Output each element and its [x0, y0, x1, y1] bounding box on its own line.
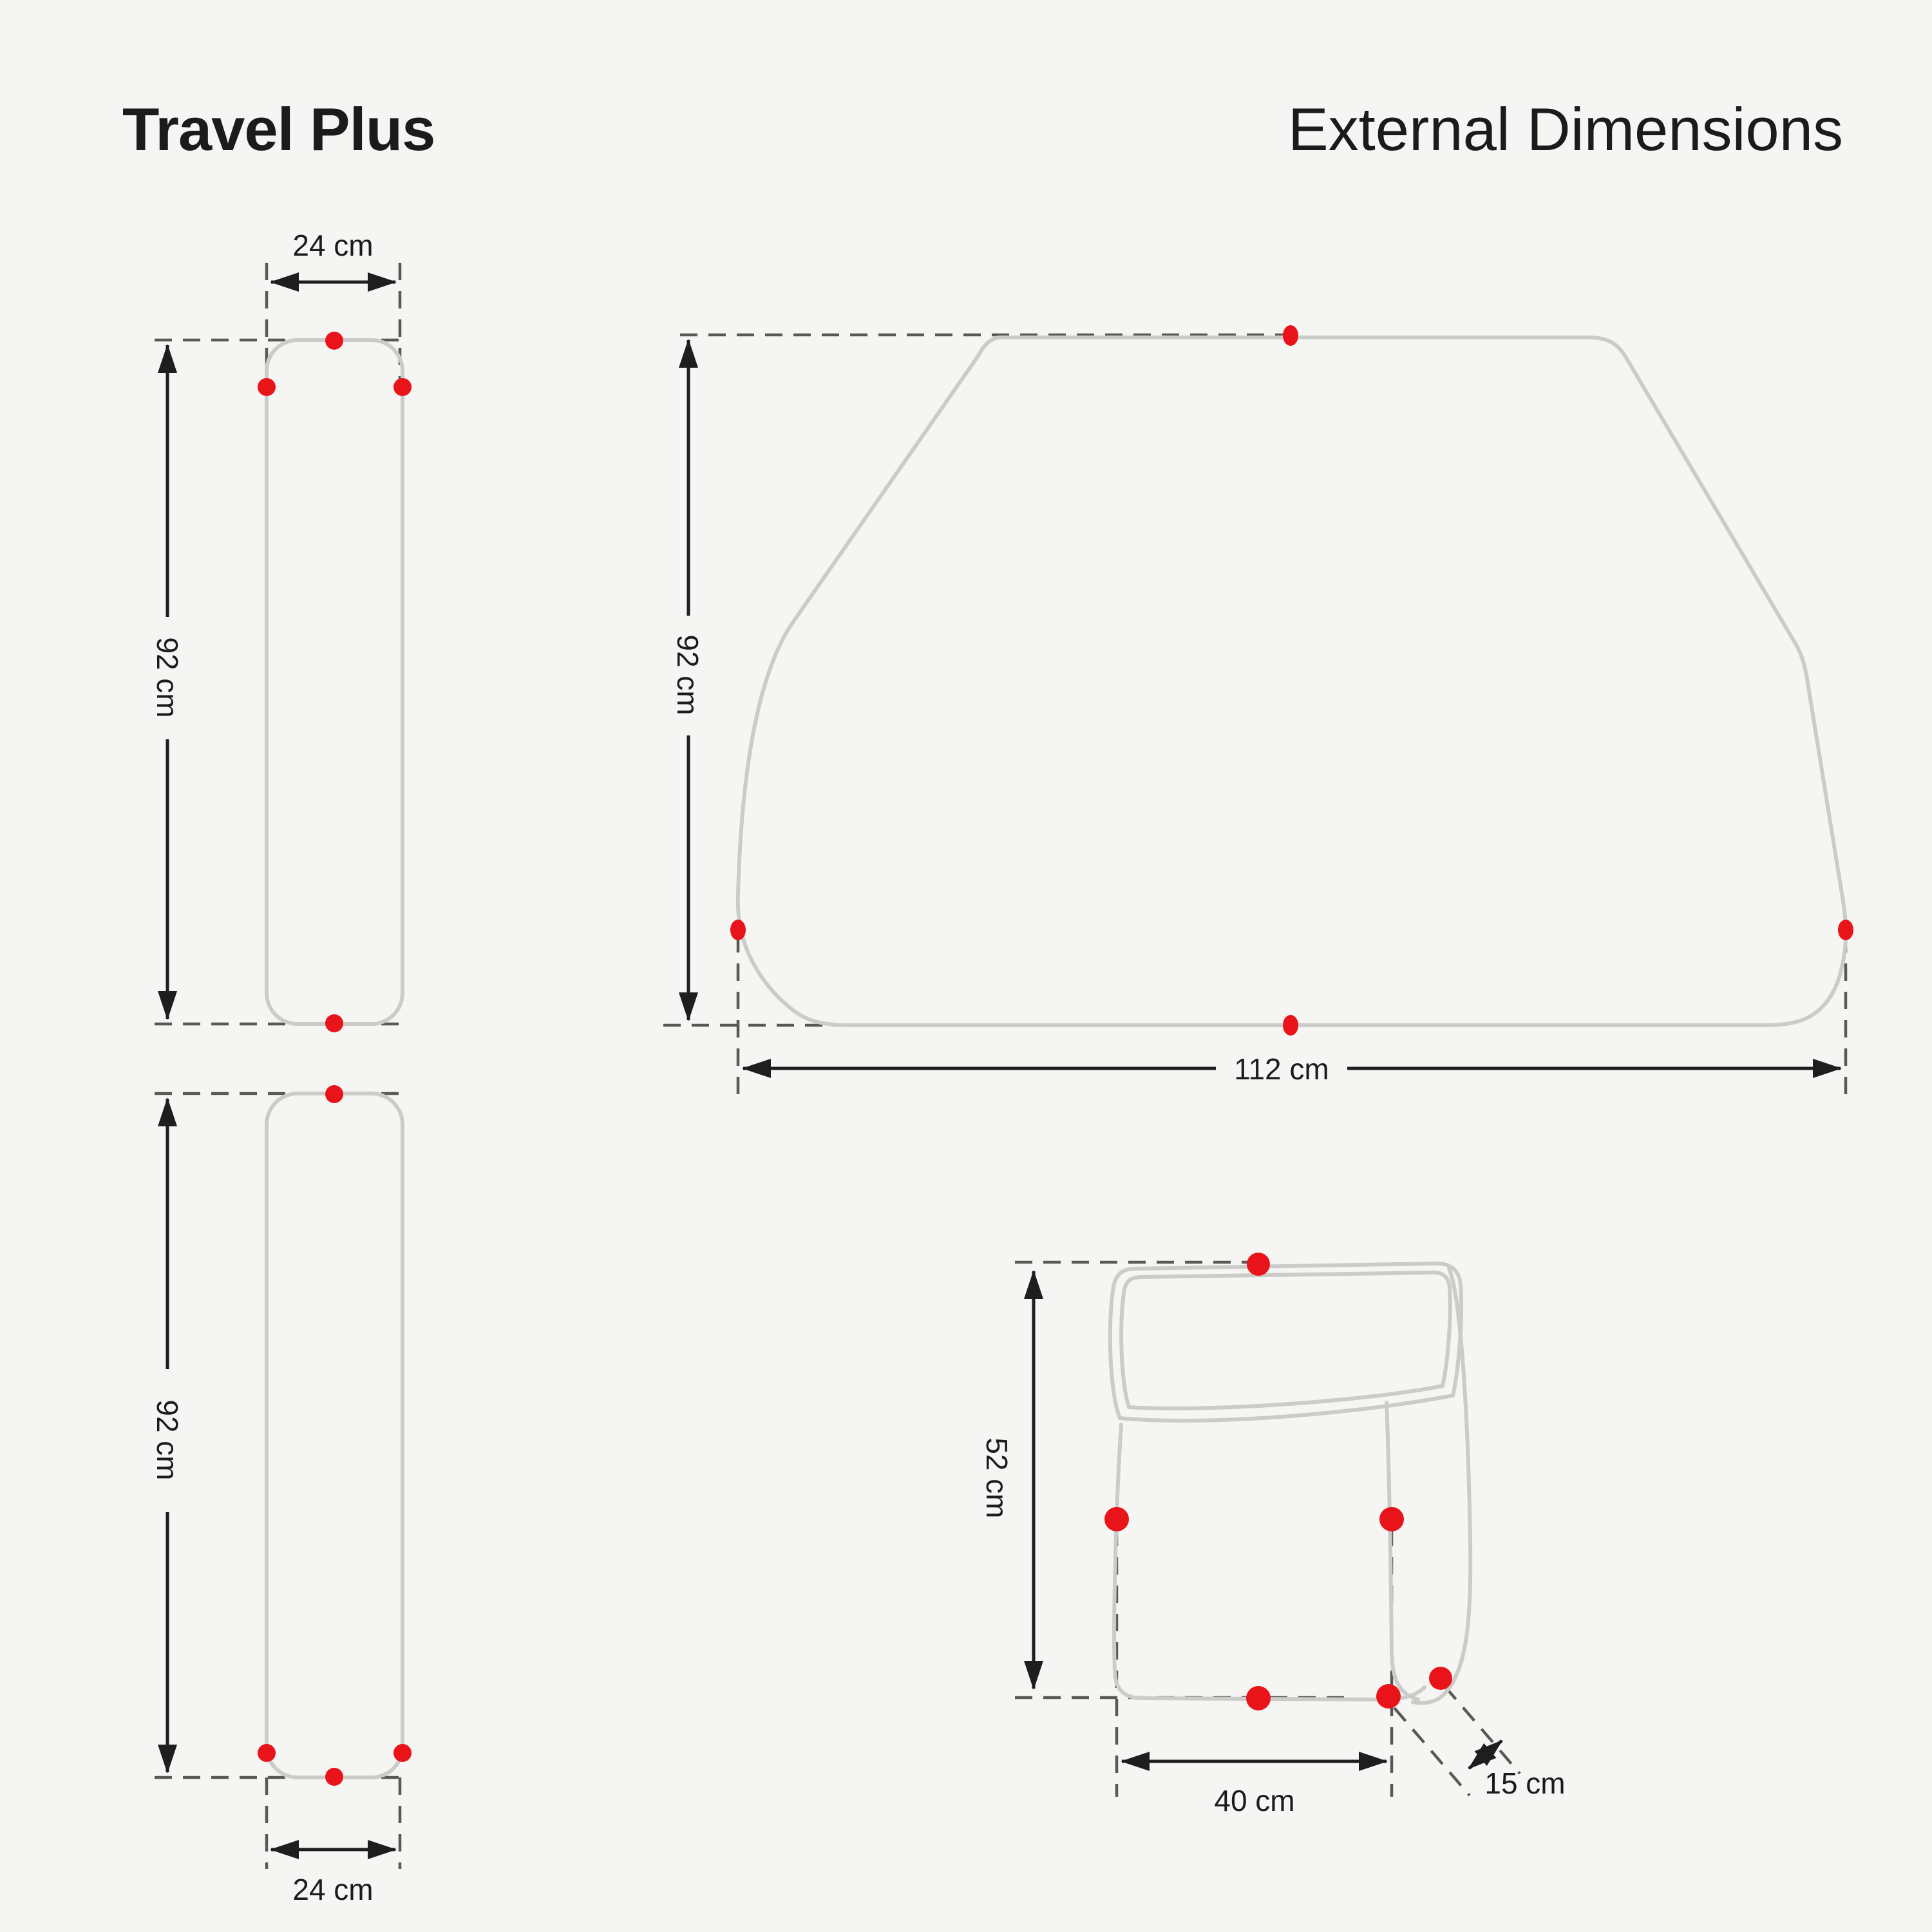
gusset-outline — [1411, 1267, 1473, 1705]
side-panel-bottom-view: 92 cm 24 cm — [151, 1085, 412, 1906]
panel-top-width-label: 24 cm — [292, 229, 373, 262]
attachment-dot — [393, 1744, 412, 1762]
page-subtitle: External Dimensions — [1288, 95, 1843, 163]
main-side-view: 92 cm 112 cm — [663, 325, 1853, 1096]
attachment-dot — [1247, 1253, 1270, 1276]
attachment-dot — [1376, 1684, 1401, 1709]
back-width-label: 40 cm — [1214, 1784, 1294, 1817]
attachment-dot — [325, 332, 343, 350]
attachment-dot — [1429, 1667, 1452, 1690]
panel-bottom-height-label: 92 cm — [151, 1399, 184, 1480]
attachment-dot — [1838, 920, 1853, 940]
attachment-dot — [325, 1014, 343, 1032]
flap-bottom-edge — [1118, 1394, 1455, 1423]
attachment-dot — [325, 1768, 343, 1786]
panel-top-height-label: 92 cm — [151, 637, 184, 717]
attachment-dot — [1283, 325, 1298, 346]
attachment-dot — [1246, 1686, 1271, 1710]
page-title: Travel Plus — [122, 95, 435, 163]
side-panel-top-view: 24 cm 92 cm — [151, 229, 412, 1032]
bag-outline — [735, 336, 1848, 1027]
attachment-dot — [1379, 1507, 1404, 1531]
depth-dimension-arrow — [1468, 1739, 1503, 1770]
back-height-label: 52 cm — [980, 1437, 1014, 1518]
attachment-dot — [1283, 1015, 1298, 1036]
panel-outline — [265, 1092, 404, 1779]
flap-outline — [1108, 1261, 1464, 1420]
attachment-dot — [393, 378, 412, 396]
back-depth-label: 15 cm — [1484, 1766, 1565, 1800]
side-width-label: 112 cm — [1234, 1052, 1329, 1086]
depth-guide-line — [1443, 1685, 1521, 1775]
header: Travel Plus External Dimensions — [122, 95, 1843, 163]
body-right-edge — [1385, 1401, 1420, 1701]
panel-bottom-width-label: 24 cm — [292, 1873, 373, 1906]
attachment-dot — [258, 378, 276, 396]
attachment-dot — [325, 1085, 343, 1103]
panel-outline — [265, 338, 404, 1026]
side-height-label: 92 cm — [671, 634, 705, 715]
attachment-dot — [1104, 1507, 1129, 1531]
back-view: 52 cm 40 cm 15 cm — [980, 1253, 1566, 1817]
attachment-dot — [730, 920, 746, 940]
flap-inner-stitch — [1119, 1270, 1452, 1411]
attachment-dot — [258, 1744, 276, 1762]
body-outline — [1112, 1423, 1426, 1702]
depth-guide-line — [1393, 1707, 1471, 1797]
